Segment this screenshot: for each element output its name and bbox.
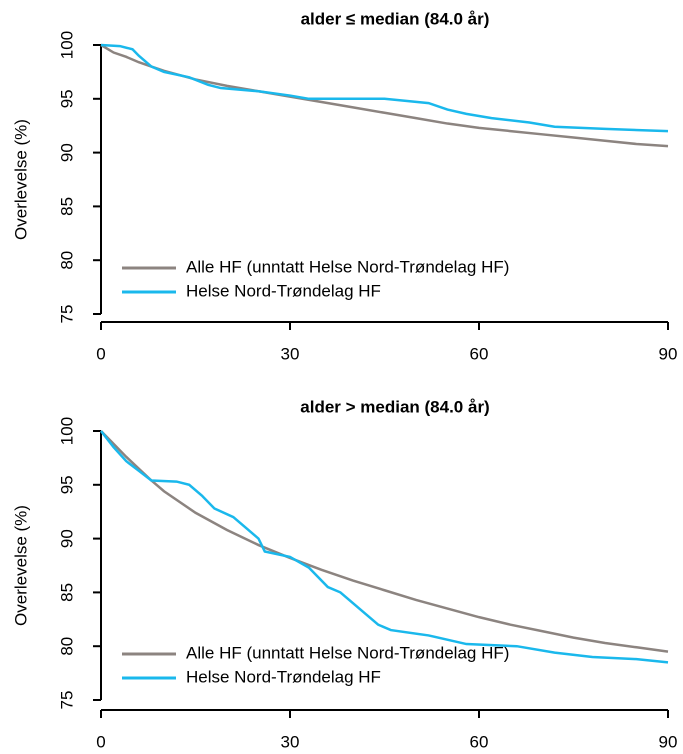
x-tick-label: 0: [96, 344, 105, 363]
y-tick-label: 85: [57, 197, 76, 216]
x-tick-label: 60: [470, 732, 489, 751]
y-axis-label: Overlevelse (%): [11, 505, 30, 626]
y-tick-label: 95: [57, 475, 76, 494]
legend-label: Alle HF (unntatt Helse Nord-Trøndelag HF…: [186, 257, 509, 276]
chart-title: alder > median (84.0 år): [300, 397, 489, 416]
chart-title: alder ≤ median (84.0 år): [301, 9, 490, 28]
legend-label: Helse Nord-Trøndelag HF: [186, 667, 381, 686]
x-tick-label: 0: [96, 732, 105, 751]
y-tick-label: 100: [57, 417, 76, 445]
y-tick-label: 80: [57, 637, 76, 656]
survival-line: [100, 43, 669, 133]
y-axis-label: Overlevelse (%): [11, 119, 30, 240]
survival-line: [100, 430, 669, 664]
y-tick-label: 80: [57, 251, 76, 270]
y-tick-label: 85: [57, 583, 76, 602]
y-tick-label: 90: [57, 529, 76, 548]
y-tick-label: 95: [57, 89, 76, 108]
y-tick-label: 75: [57, 305, 76, 324]
x-tick-label: 30: [281, 344, 300, 363]
survival-line: [100, 430, 669, 653]
x-tick-label: 90: [659, 732, 678, 751]
y-tick-label: 90: [57, 143, 76, 162]
x-tick-label: 30: [281, 732, 300, 751]
y-tick-label: 75: [57, 691, 76, 710]
y-tick-label: 100: [57, 31, 76, 59]
x-tick-label: 90: [659, 344, 678, 363]
survival-line: [100, 43, 669, 148]
legend-label: Helse Nord-Trøndelag HF: [186, 281, 381, 300]
x-tick-label: 60: [470, 344, 489, 363]
legend-label: Alle HF (unntatt Helse Nord-Trøndelag HF…: [186, 643, 509, 662]
